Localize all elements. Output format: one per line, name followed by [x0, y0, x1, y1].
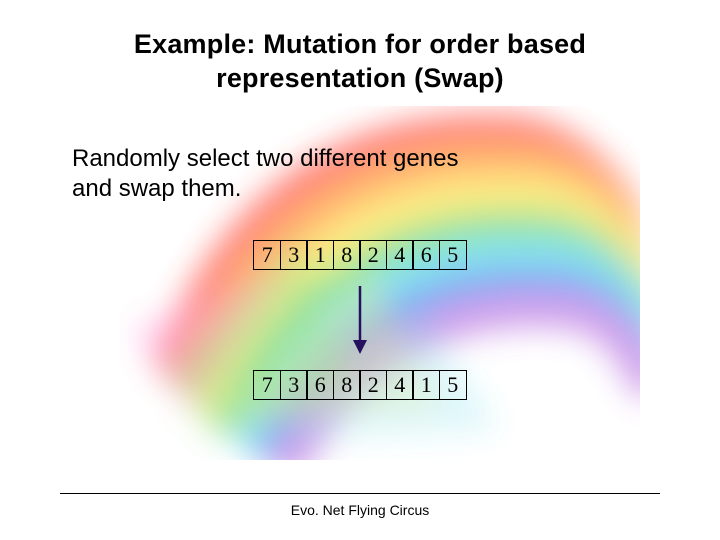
gene-cell: 7: [253, 240, 281, 270]
body-line-1: Randomly select two different genes: [72, 145, 458, 172]
body-line-2: and swap them.: [72, 175, 241, 202]
gene-cell: 7: [253, 370, 281, 400]
gene-cell: 5: [439, 370, 467, 400]
gene-cell: 4: [386, 370, 414, 400]
gene-cell: 1: [412, 370, 440, 400]
gene-row-before: 7 3 1 8 2 4 6 5: [60, 240, 660, 270]
gene-cell: 3: [280, 240, 308, 270]
gene-cell: 6: [412, 240, 440, 270]
gene-cell: 5: [439, 240, 467, 270]
gene-cell: 8: [333, 240, 361, 270]
arrow-down-icon: [345, 284, 375, 356]
arrow-down: [60, 284, 660, 356]
title-line-2: representation (Swap): [216, 63, 504, 93]
slide-body: Randomly select two different genes and …: [72, 144, 648, 204]
gene-cell: 1: [306, 240, 334, 270]
gene-row-after: 7 3 6 8 2 4 1 5: [60, 370, 660, 400]
gene-cell: 2: [359, 370, 387, 400]
gene-cell: 4: [386, 240, 414, 270]
slide-title: Example: Mutation for order based repres…: [90, 28, 630, 96]
gene-cell: 3: [280, 370, 308, 400]
gene-cell: 8: [333, 370, 361, 400]
title-line-1: Example: Mutation for order based: [134, 29, 586, 59]
gene-cell: 6: [306, 370, 334, 400]
gene-cell: 2: [359, 240, 387, 270]
